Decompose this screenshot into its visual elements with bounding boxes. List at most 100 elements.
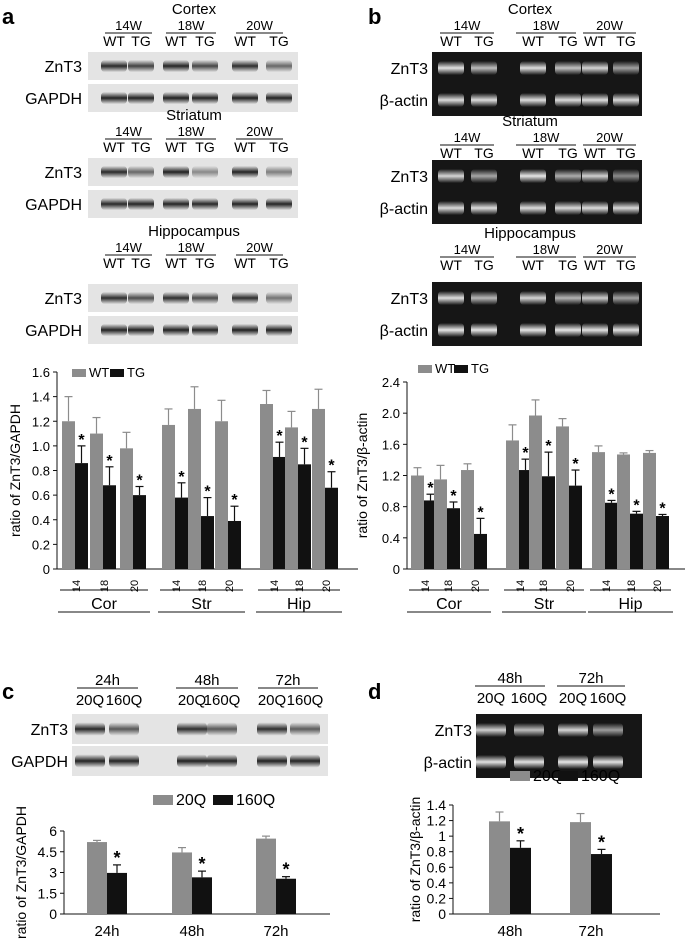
- blot-band: [613, 60, 639, 76]
- blot-band: [613, 322, 639, 338]
- y-tick-label: 2.4: [382, 375, 400, 390]
- blot-band: [163, 91, 189, 105]
- blot-band: [192, 197, 218, 211]
- blot-band: [514, 754, 544, 770]
- bar-WT: [162, 424, 175, 569]
- blot-band: [555, 290, 581, 306]
- blot-group-label: 18W: [178, 124, 205, 139]
- x-tick-label: 24h: [94, 923, 119, 940]
- blot-band: [163, 323, 189, 337]
- significance-star: *: [204, 484, 211, 501]
- bar-WT: [260, 404, 273, 569]
- blot-group-label: 14W: [115, 18, 142, 33]
- blot-section-title: Hippocampus: [484, 225, 576, 242]
- blot-section-title: Striatum: [502, 113, 558, 130]
- blot-group-label: 14W: [454, 130, 481, 145]
- blot-lane-label: TG: [195, 139, 214, 155]
- y-tick-label: 1.2: [32, 414, 50, 429]
- y-tick-label: 4.5: [38, 844, 58, 860]
- blot-row-label: ZnT3: [45, 291, 82, 308]
- blot-band: [520, 200, 546, 216]
- blot-lane-label: TG: [558, 257, 577, 273]
- blot-row-label: ZnT3: [391, 291, 428, 308]
- bar-WT: [529, 415, 542, 569]
- blot-band: [232, 165, 258, 179]
- legend-label-160Q: 160Q: [236, 792, 275, 809]
- x-subcategory-label: 14: [601, 580, 613, 592]
- x-subcategory-label: 20: [224, 580, 236, 592]
- blot-band: [555, 322, 581, 338]
- bar-20Q: [172, 852, 192, 914]
- blot-lane-label: WT: [103, 255, 125, 271]
- blot-lane-label: TG: [558, 33, 577, 49]
- blot-group-label: 20W: [246, 240, 273, 255]
- blot-band: [75, 754, 105, 768]
- blot-band: [101, 59, 127, 73]
- bar-WT: [461, 470, 474, 569]
- bar-TG: [656, 516, 669, 569]
- blot-group-label: 18W: [178, 18, 205, 33]
- bar-WT: [556, 426, 569, 569]
- blot-band: [593, 754, 623, 770]
- significance-star: *: [545, 438, 552, 455]
- blot-band: [128, 59, 154, 73]
- blot-lane-label: 160Q: [511, 690, 548, 707]
- x-tick-label: 72h: [578, 923, 603, 940]
- blot-band: [128, 323, 154, 337]
- blot-row-label: GAPDH: [25, 323, 82, 340]
- significance-star: *: [598, 832, 605, 852]
- blot-lane-label: TG: [195, 33, 214, 49]
- y-tick-label: 1.4: [427, 797, 447, 813]
- blot-band: [232, 323, 258, 337]
- legend-label-20Q: 20Q: [176, 792, 206, 809]
- significance-star: *: [427, 480, 434, 497]
- blot-band: [438, 92, 464, 108]
- blot-band: [476, 722, 506, 738]
- blot-row-label: β-actin: [424, 755, 472, 772]
- blot-band: [520, 290, 546, 306]
- blot-band: [101, 197, 127, 211]
- bar-20Q: [87, 842, 107, 914]
- blot-band: [290, 754, 320, 768]
- legend-swatch-WT: [418, 365, 432, 373]
- x-group-label: Cor: [436, 596, 462, 613]
- blot-band: [101, 165, 127, 179]
- x-subcategory-label: 14: [269, 580, 281, 592]
- blot-band: [128, 165, 154, 179]
- significance-star: *: [517, 824, 524, 844]
- y-tick-label: 2.0: [382, 406, 400, 421]
- blot-band: [593, 722, 623, 738]
- blot-band: [582, 60, 608, 76]
- blot-band: [438, 60, 464, 76]
- blot-band: [471, 168, 497, 184]
- bar-160Q: [510, 847, 531, 914]
- significance-star: *: [659, 500, 666, 517]
- blot-lane-label: 160Q: [287, 692, 324, 709]
- bar-WT: [506, 440, 519, 569]
- x-subcategory-label: 14: [515, 580, 527, 592]
- blot-band: [128, 197, 154, 211]
- bar-TG: [103, 485, 116, 569]
- bar-160Q: [107, 872, 127, 914]
- blot-lane-label: WT: [584, 145, 606, 161]
- significance-star: *: [522, 445, 529, 462]
- blot-band: [192, 59, 218, 73]
- bar-WT: [62, 421, 75, 569]
- y-tick-label: 1: [438, 828, 446, 844]
- bar-160Q: [591, 854, 612, 914]
- blot-lane-label: TG: [269, 33, 288, 49]
- blot-lane-label: TG: [558, 145, 577, 161]
- blot-band: [555, 200, 581, 216]
- bar-TG: [133, 495, 146, 569]
- significance-star: *: [633, 497, 640, 514]
- blot-lane-label: 20Q: [178, 692, 206, 709]
- significance-star: *: [231, 492, 238, 509]
- x-subcategory-label: 18: [626, 580, 638, 592]
- blot-lane-label: TG: [131, 139, 150, 155]
- blot-band: [558, 722, 588, 738]
- bar-WT: [434, 479, 447, 569]
- blot-section-title: Cortex: [508, 1, 553, 18]
- legend-label-TG: TG: [471, 361, 489, 376]
- blot-band: [207, 722, 237, 736]
